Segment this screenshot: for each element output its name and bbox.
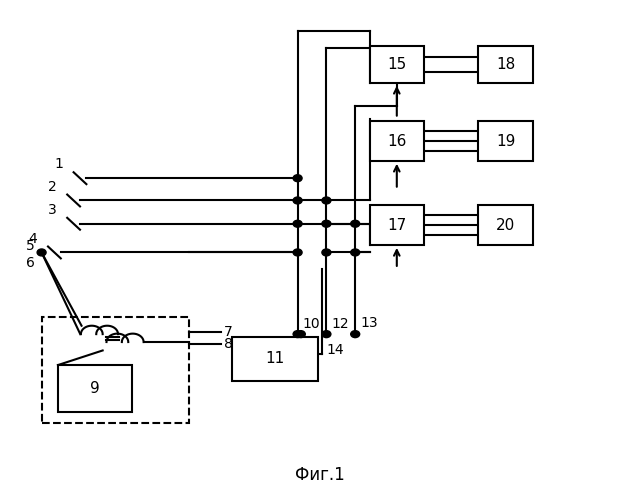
Text: 9: 9 (90, 381, 100, 396)
Circle shape (293, 197, 302, 204)
Bar (370, 46, 424, 83)
Text: 12: 12 (332, 317, 349, 331)
Text: 14: 14 (326, 343, 344, 357)
Circle shape (351, 249, 360, 256)
Circle shape (293, 331, 302, 338)
Circle shape (293, 175, 302, 182)
Text: 7: 7 (224, 325, 233, 339)
Text: 20: 20 (496, 218, 515, 233)
Text: 16: 16 (387, 134, 406, 148)
Bar (479, 121, 532, 161)
Text: 18: 18 (496, 57, 515, 72)
Circle shape (322, 197, 331, 204)
Bar (232, 337, 319, 381)
Text: 3: 3 (48, 203, 57, 217)
Circle shape (351, 331, 360, 338)
Text: 15: 15 (387, 57, 406, 72)
Text: Фиг.1: Фиг.1 (295, 466, 345, 484)
Text: 10: 10 (303, 317, 321, 331)
Circle shape (322, 331, 331, 338)
Circle shape (322, 249, 331, 256)
Circle shape (293, 249, 302, 256)
Text: 13: 13 (360, 316, 378, 330)
Text: 8: 8 (224, 337, 233, 351)
Circle shape (293, 220, 302, 227)
Text: 19: 19 (496, 134, 515, 148)
Text: 11: 11 (266, 351, 285, 366)
Bar (58, 365, 132, 412)
Text: 5: 5 (26, 239, 35, 253)
Text: 4: 4 (29, 232, 38, 246)
Bar (479, 205, 532, 245)
Circle shape (351, 220, 360, 227)
Text: 17: 17 (387, 218, 406, 233)
Text: 1: 1 (54, 157, 63, 171)
Bar (42, 317, 189, 423)
Circle shape (322, 220, 331, 227)
Text: 6: 6 (26, 256, 35, 270)
Text: 2: 2 (48, 180, 57, 194)
Bar (370, 121, 424, 161)
Bar (479, 46, 532, 83)
Circle shape (37, 249, 46, 256)
Circle shape (296, 331, 305, 338)
Bar (370, 205, 424, 245)
